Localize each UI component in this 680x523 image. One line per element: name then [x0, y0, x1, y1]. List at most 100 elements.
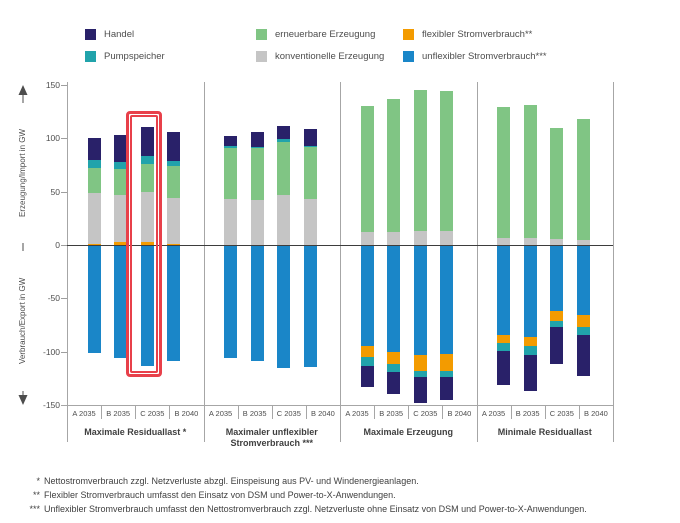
bar-segment-pumpspeicher	[303, 145, 317, 147]
bar-segment-erneuerbare	[440, 91, 453, 232]
y-tick-mark	[61, 351, 67, 353]
bar-label-divider	[374, 406, 376, 419]
bar-segment-pumpspeicher	[87, 160, 101, 169]
bar-segment-unflexibler	[497, 245, 510, 335]
zero-line	[67, 245, 613, 246]
bar-segment-handel	[440, 376, 453, 400]
bar-segment-unflexibler	[167, 245, 180, 362]
bar-label: C 2035	[544, 406, 579, 422]
bar-segment-erneuerbare	[550, 127, 563, 239]
bar-segment-unflexibler	[87, 245, 101, 353]
bar-segment-konventionelle	[523, 237, 537, 245]
bar-segment-flexibler	[167, 243, 180, 245]
bar-segment-pumpspeicher	[167, 160, 180, 167]
bar-label: B 2040	[442, 406, 476, 422]
plot-area	[67, 85, 613, 405]
group-title: Maximaler unflexibler Stromverbrauch ***	[225, 427, 318, 448]
bar-segment-flexibler	[576, 315, 590, 328]
konventionelle-legend-swatch	[256, 50, 267, 62]
flexibler-legend-swatch	[403, 28, 414, 40]
bar-segment-unflexibler	[114, 245, 127, 359]
bar-segment-handel	[87, 138, 101, 161]
bar-segment-handel	[224, 136, 237, 146]
pumpspeicher-legend-swatch	[85, 50, 96, 62]
bar-segment-konventionelle	[87, 192, 101, 244]
bar-group	[204, 85, 341, 405]
bar-segment-flexibler	[523, 336, 537, 347]
bar-segment-flexibler	[87, 243, 101, 245]
bar-segment-handel	[167, 131, 180, 161]
bar-segment-unflexibler	[303, 245, 317, 367]
bar-segment-unflexibler	[250, 245, 264, 362]
erneuerbare-legend-swatch	[256, 28, 267, 40]
bar-segment-handel	[140, 126, 154, 157]
bar-label-divider	[442, 406, 444, 419]
footnote-text: Unflexibler Stromverbrauch umfasst den N…	[44, 504, 587, 514]
bar-segment-erneuerbare	[413, 90, 427, 232]
group-title: Maximale Erzeugung	[363, 427, 454, 437]
bar-label-divider	[305, 406, 307, 419]
bar-segment-erneuerbare	[167, 166, 180, 199]
bar-label: A 2035	[481, 409, 506, 418]
bar-segment-handel	[250, 131, 264, 147]
unflexibler-legend-swatch	[403, 50, 414, 62]
legend-column: erneuerbare Erzeugung konventionelle Erze…	[256, 26, 384, 70]
bar-segment-flexibler	[497, 334, 510, 344]
bar-segment-flexibler	[550, 311, 563, 321]
bar-segment-handel	[550, 327, 563, 365]
bar-segment-pumpspeicher	[440, 370, 453, 377]
bar-segment-pumpspeicher	[277, 139, 290, 142]
group-separator	[476, 82, 478, 442]
group-title: Minimale Residuallast	[497, 427, 592, 437]
y-tick-mark	[61, 138, 67, 140]
bar-segment-pumpspeicher	[550, 320, 563, 328]
bar-segment-unflexibler	[440, 245, 453, 354]
bar-segment-konventionelle	[167, 198, 180, 244]
legend: Handel Pumpspeicher erneuerbare Erzeugung k…	[85, 26, 645, 66]
bar-segment-konventionelle	[413, 231, 427, 245]
bar-label: B 2040	[169, 406, 203, 422]
bar-segment-konventionelle	[140, 191, 154, 242]
legend-column: Handel Pumpspeicher	[85, 26, 165, 70]
bar-label: C 2035	[135, 406, 169, 422]
legend-item: erneuerbare Erzeugung	[256, 26, 384, 42]
handel-legend-swatch	[85, 28, 96, 40]
bar-segment-pumpspeicher	[413, 370, 427, 378]
legend-label: unflexibler Stromverbrauch***	[422, 50, 547, 62]
y-tick-label: 50	[50, 186, 60, 197]
bar-segment-handel	[576, 334, 590, 377]
footnote-text: Nettostromverbrauch zzgl. Netzverluste a…	[44, 476, 419, 486]
footnote-marker: **	[32, 490, 40, 500]
y-tick-mark	[61, 245, 67, 246]
y-tick-mark	[61, 298, 67, 300]
legend-item: konventionelle Erzeugung	[256, 48, 384, 64]
bar-segment-erneuerbare	[303, 146, 317, 200]
bar-segment-flexibler	[360, 346, 374, 357]
bar-segment-handel	[277, 125, 290, 140]
y-tick-label: 0	[55, 240, 60, 250]
group-separator	[613, 82, 614, 442]
legend-label: Pumpspeicher	[104, 50, 165, 62]
bar-label: A 2035	[345, 409, 369, 418]
y-axis-arrow: Erzeugung/Import in GW Verbrauch/Export …	[15, 85, 31, 405]
footnotes: * Nettostromverbrauch zzgl. Netzverluste …	[18, 474, 668, 516]
bar-label-divider	[101, 406, 103, 419]
bar-segment-handel	[497, 350, 510, 385]
bar-label: B 2035	[101, 406, 135, 422]
bar-segment-pumpspeicher	[387, 364, 400, 372]
legend-label: konventionelle Erzeugung	[275, 50, 385, 62]
bar-segment-pumpspeicher	[360, 357, 374, 366]
y-axis-label-verbrauch: Verbrauch/Export in GW	[15, 251, 31, 391]
bar-label-divider	[544, 406, 546, 419]
bar-label: B 2040	[578, 406, 613, 422]
bar-segment-erneuerbare	[576, 119, 590, 240]
bar-segment-erneuerbare	[224, 147, 237, 200]
footnote: * Nettostromverbrauch zzgl. Netzverluste …	[18, 474, 668, 488]
bar-segment-pumpspeicher	[140, 156, 154, 164]
footnote-marker: ***	[29, 504, 40, 514]
y-axis-label-erzeugung: Erzeugung/Import in GW	[15, 103, 31, 243]
legend-item: flexibler Stromverbrauch**	[403, 26, 547, 42]
bar-label-divider	[408, 406, 410, 419]
y-tick-mark	[61, 85, 67, 86]
bar-segment-konventionelle	[387, 232, 400, 245]
